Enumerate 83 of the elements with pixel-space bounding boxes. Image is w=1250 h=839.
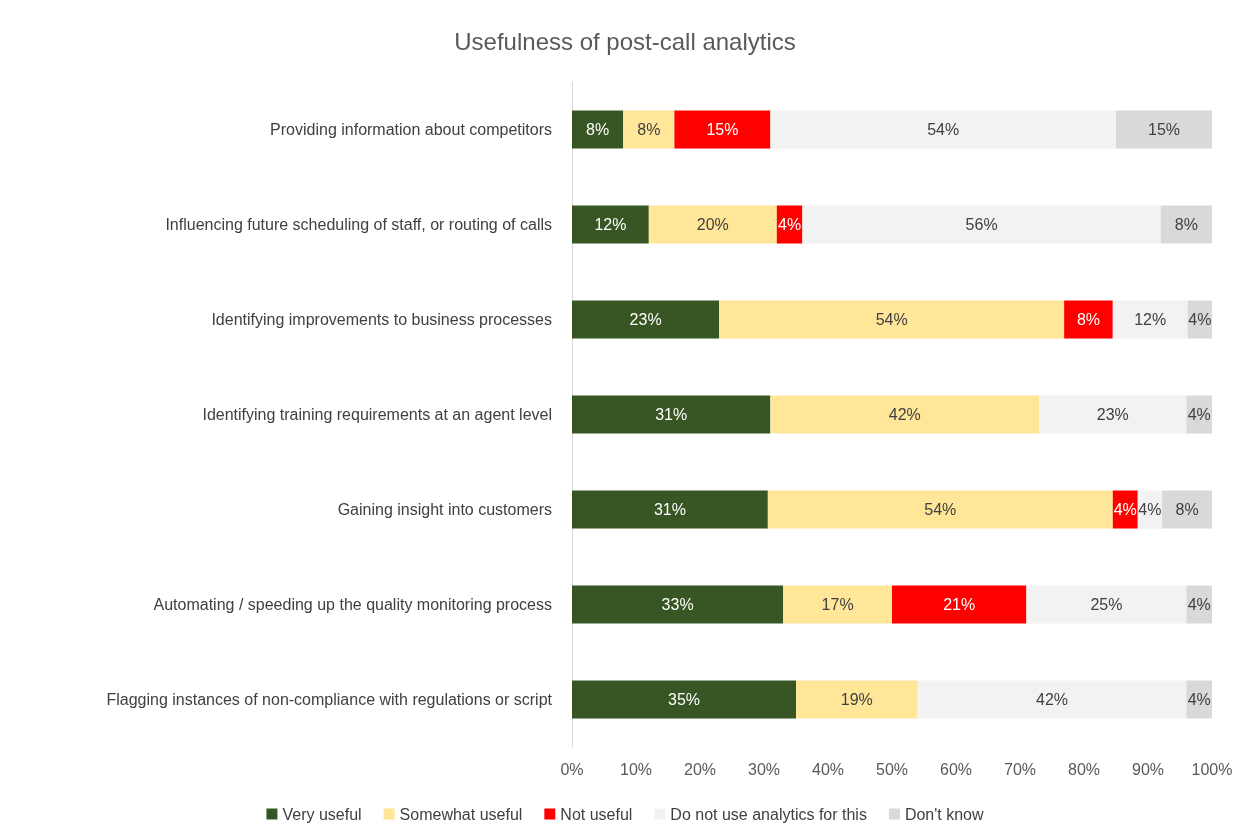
data-label: 4% <box>1187 406 1211 423</box>
data-label: 25% <box>1090 596 1123 613</box>
bar <box>572 585 784 624</box>
data-label: 42% <box>1035 691 1069 708</box>
data-label: 8% <box>1174 216 1198 233</box>
data-label: 8% <box>1076 311 1101 328</box>
data-label: 19% <box>840 691 873 708</box>
data-label: 12% <box>594 216 627 233</box>
bar <box>572 395 771 434</box>
y-tick-label: Identifying training requirements at an agent level <box>202 406 552 423</box>
x-tick-label: 100% <box>1191 760 1233 778</box>
y-tick-label: Automating / speeding up the quality monitoring process <box>153 596 552 613</box>
data-label: 12% <box>1134 311 1167 328</box>
legend-label: Somewhat useful <box>399 805 523 823</box>
bar <box>796 680 918 719</box>
data-label: 35% <box>667 691 701 708</box>
x-tick-label: 30% <box>747 760 781 778</box>
x-tick-label: 20% <box>683 760 717 778</box>
data-label: 15% <box>1147 121 1181 138</box>
y-tick-label: Flagging instances of non-compliance with regulations or script <box>106 691 553 708</box>
data-label: 8% <box>1175 501 1199 518</box>
data-label: 4% <box>1113 501 1137 518</box>
bar <box>767 490 1113 529</box>
data-label: 54% <box>924 501 957 518</box>
bar <box>917 680 1187 719</box>
x-tick-label: 40% <box>811 760 845 778</box>
x-tick-label: 90% <box>1131 760 1165 778</box>
data-label: 15% <box>706 121 739 138</box>
bar <box>623 110 675 149</box>
bar <box>1160 205 1212 244</box>
bar <box>572 680 796 719</box>
legend-label: Don't know <box>904 805 984 823</box>
data-label: 31% <box>653 501 686 518</box>
bar <box>1116 110 1212 149</box>
x-tick-label: 0% <box>560 760 584 778</box>
bar <box>1112 300 1188 339</box>
data-label: 4% <box>1187 691 1211 708</box>
bar <box>1162 490 1212 529</box>
bar <box>783 585 892 624</box>
bar <box>1039 395 1187 434</box>
bar <box>719 300 1065 339</box>
legend-label: Do not use analytics for this <box>670 805 867 823</box>
bar <box>770 110 1116 149</box>
data-label: 56% <box>965 216 998 233</box>
x-tick-label: 80% <box>1067 760 1101 778</box>
x-tick-label: 10% <box>619 760 653 778</box>
x-tick-label: 50% <box>875 760 909 778</box>
legend-label: Not useful <box>560 805 633 823</box>
x-tick-label: 70% <box>1003 760 1037 778</box>
bar <box>572 205 649 244</box>
data-label: 23% <box>1096 406 1129 423</box>
bar <box>572 110 624 149</box>
x-tick-label: 60% <box>939 760 973 778</box>
data-label: 8% <box>586 121 610 138</box>
bar <box>770 395 1040 434</box>
chart-title: Usefulness of post-call analytics <box>454 27 796 55</box>
bar <box>674 110 771 149</box>
bar <box>648 205 777 244</box>
data-label: 54% <box>927 121 960 138</box>
data-label: 4% <box>778 216 802 233</box>
data-label: 4% <box>1188 311 1212 328</box>
bar <box>892 585 1027 624</box>
legend-label: Very useful <box>282 805 362 823</box>
data-label: 4% <box>1187 596 1211 613</box>
data-label: 31% <box>655 406 688 423</box>
data-label: 17% <box>821 596 854 613</box>
y-tick-label: Influencing future scheduling of staff, or routing of calls <box>165 216 552 233</box>
data-label: 33% <box>661 596 694 613</box>
bar <box>1026 585 1187 624</box>
y-tick-label: Gaining insight into customers <box>337 501 552 518</box>
data-label: 23% <box>629 311 662 328</box>
data-label: 21% <box>943 596 976 613</box>
data-label: 42% <box>888 406 921 423</box>
bar <box>1064 300 1113 339</box>
data-label: 8% <box>637 121 661 138</box>
data-label: 54% <box>875 311 908 328</box>
bar <box>572 300 720 339</box>
bar <box>802 205 1161 244</box>
data-label: 4% <box>1138 501 1162 518</box>
bar <box>572 490 768 529</box>
y-tick-label: Providing information about competitors <box>270 121 552 138</box>
data-label: 20% <box>696 216 729 233</box>
y-tick-label: Identifying improvements to business processes <box>211 311 552 328</box>
